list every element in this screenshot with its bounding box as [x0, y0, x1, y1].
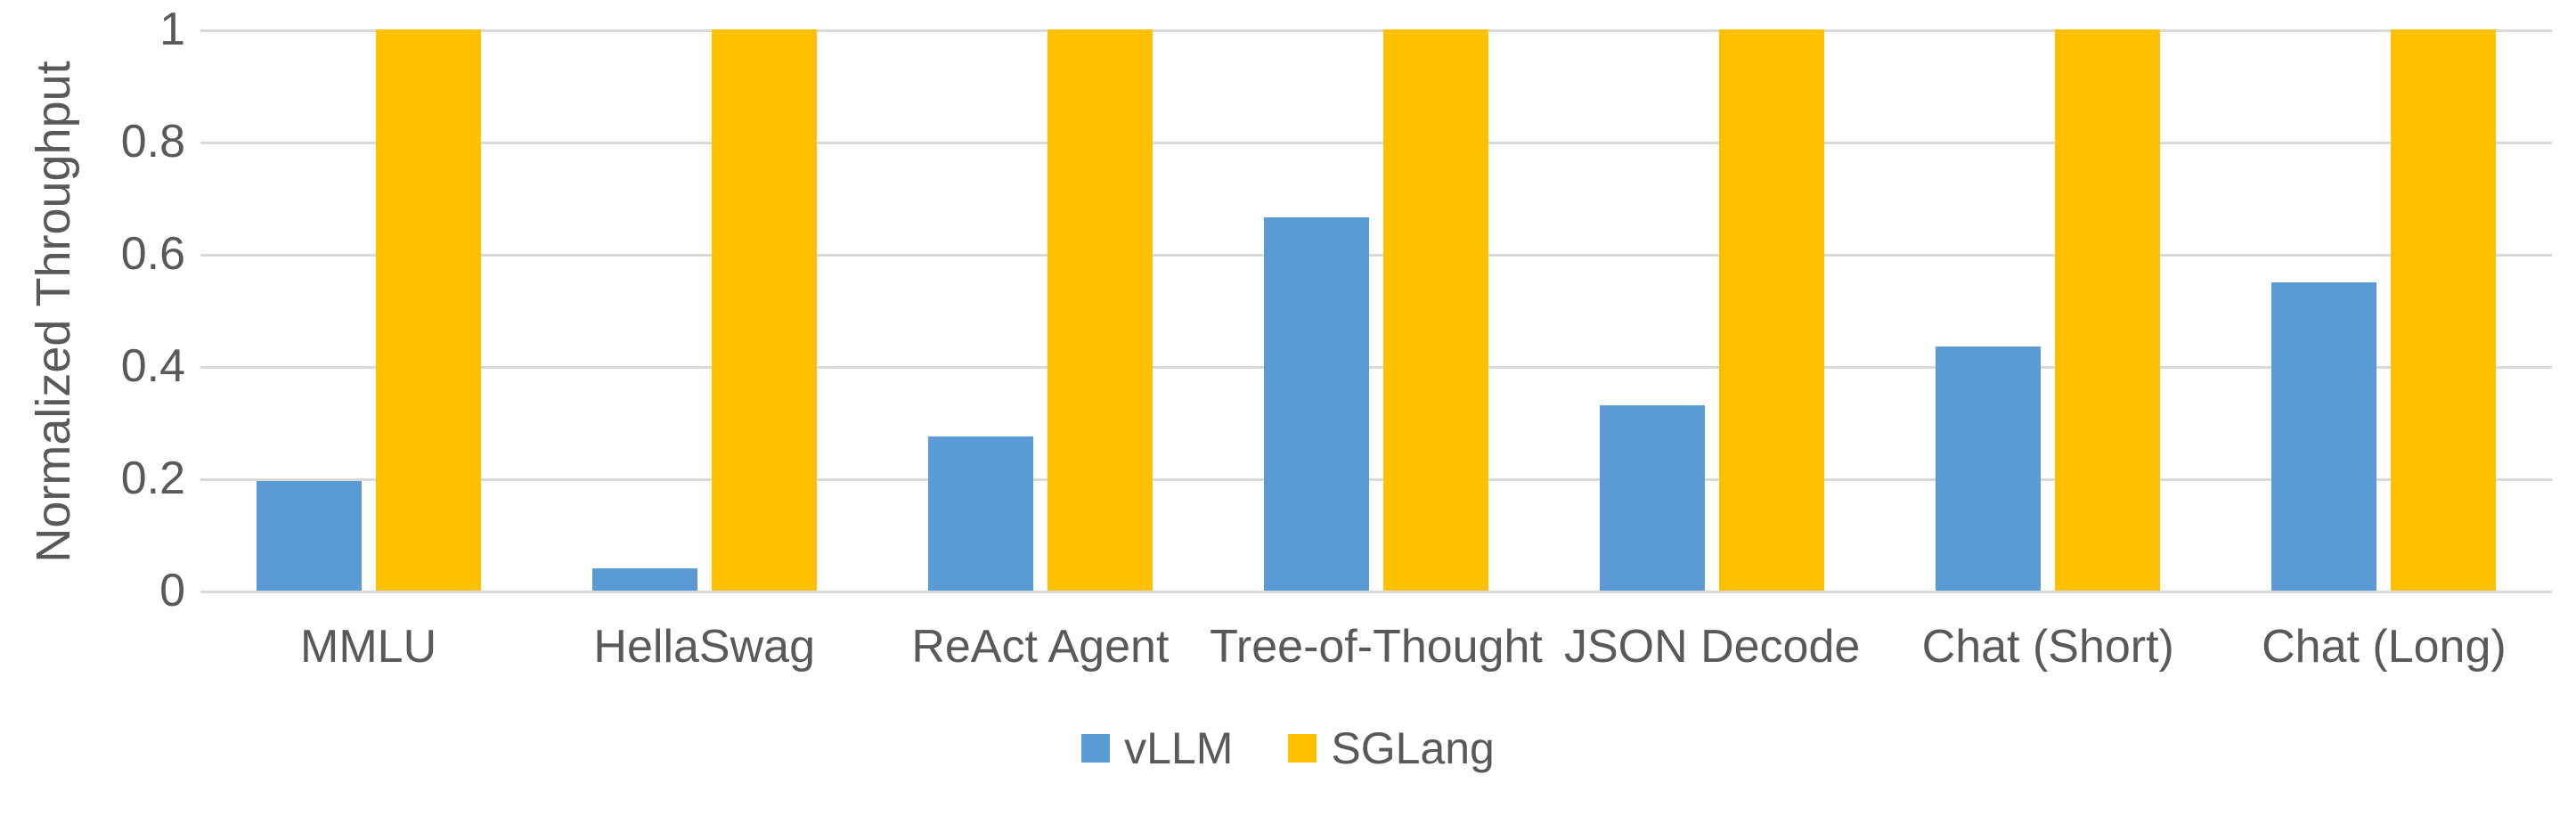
y-axis-tick-label: 1 — [159, 4, 185, 55]
y-axis-tick-label: 0.8 — [120, 116, 185, 167]
legend-label: SGLang — [1331, 723, 1495, 773]
x-axis-tick-label: Tree-of-Thought — [1210, 621, 1543, 673]
legend-item-vllm[interactable]: vLLM — [1081, 726, 1233, 771]
x-axis-tick-label: ReAct Agent — [911, 621, 1170, 673]
bar-sglang-json-decode[interactable] — [1719, 29, 1825, 591]
bar-vllm-hellaswag[interactable] — [591, 567, 697, 591]
bars-layer — [200, 29, 2552, 591]
bar-vllm-json-decode[interactable] — [1600, 405, 1706, 591]
gridline — [200, 29, 2552, 32]
bar-sglang-react-agent[interactable] — [1047, 29, 1153, 591]
bar-group — [872, 29, 1208, 591]
chart-legend: vLLM SGLang — [0, 717, 2576, 779]
gridline — [200, 142, 2552, 144]
bar-group — [1545, 29, 1880, 591]
bar-vllm-mmlu[interactable] — [256, 481, 362, 591]
legend-item-sglang[interactable]: SGLang — [1288, 723, 1495, 773]
bar-group — [536, 29, 872, 591]
bar-group — [2216, 29, 2552, 591]
gridline — [200, 254, 2552, 257]
y-axis-tick-labels: 0 0.2 0.4 0.6 0.8 1 — [105, 0, 185, 624]
x-axis-tick-label: JSON Decode — [1563, 621, 1861, 673]
bar-sglang-tree-of-thought[interactable] — [1382, 29, 1488, 591]
y-axis-tick-label: 0.2 — [120, 453, 185, 504]
bar-sglang-chat-long[interactable] — [2391, 29, 2497, 591]
bar-sglang-mmlu[interactable] — [375, 29, 481, 591]
gridline — [200, 591, 2552, 593]
x-axis-tick-label: MMLU — [300, 621, 437, 673]
x-axis-tick-label: HellaSwag — [593, 621, 815, 673]
legend-swatch-icon — [1288, 734, 1317, 763]
y-axis-tick-label: 0.4 — [120, 340, 185, 392]
x-axis-tick-label: Chat (Short) — [1921, 621, 2174, 673]
bar-group — [200, 29, 536, 591]
x-axis-tick-labels: MMLU HellaSwag ReAct Agent Tree-of-Thought J… — [200, 615, 2552, 686]
bar-group — [1880, 29, 2216, 591]
bar-vllm-chat-long[interactable] — [2271, 281, 2377, 591]
y-axis-tick-label: 0.6 — [120, 228, 185, 280]
bar-vllm-react-agent[interactable] — [927, 436, 1033, 591]
y-axis-title: Normalized Throughput — [27, 61, 80, 563]
x-axis-tick-label: Chat (Long) — [2262, 621, 2507, 673]
bar-vllm-tree-of-thought[interactable] — [1263, 217, 1369, 591]
bar-vllm-chat-short[interactable] — [1936, 346, 2042, 591]
legend-swatch-icon — [1081, 734, 1111, 763]
y-axis-tick-label: 0 — [159, 565, 185, 616]
bar-group — [1208, 29, 1544, 591]
gridline — [200, 478, 2552, 481]
plot-area — [200, 29, 2552, 593]
gridline — [200, 366, 2552, 369]
bar-sglang-chat-short[interactable] — [2055, 29, 2161, 591]
bar-sglang-hellaswag[interactable] — [711, 29, 817, 591]
legend-label: vLLM — [1124, 723, 1234, 773]
